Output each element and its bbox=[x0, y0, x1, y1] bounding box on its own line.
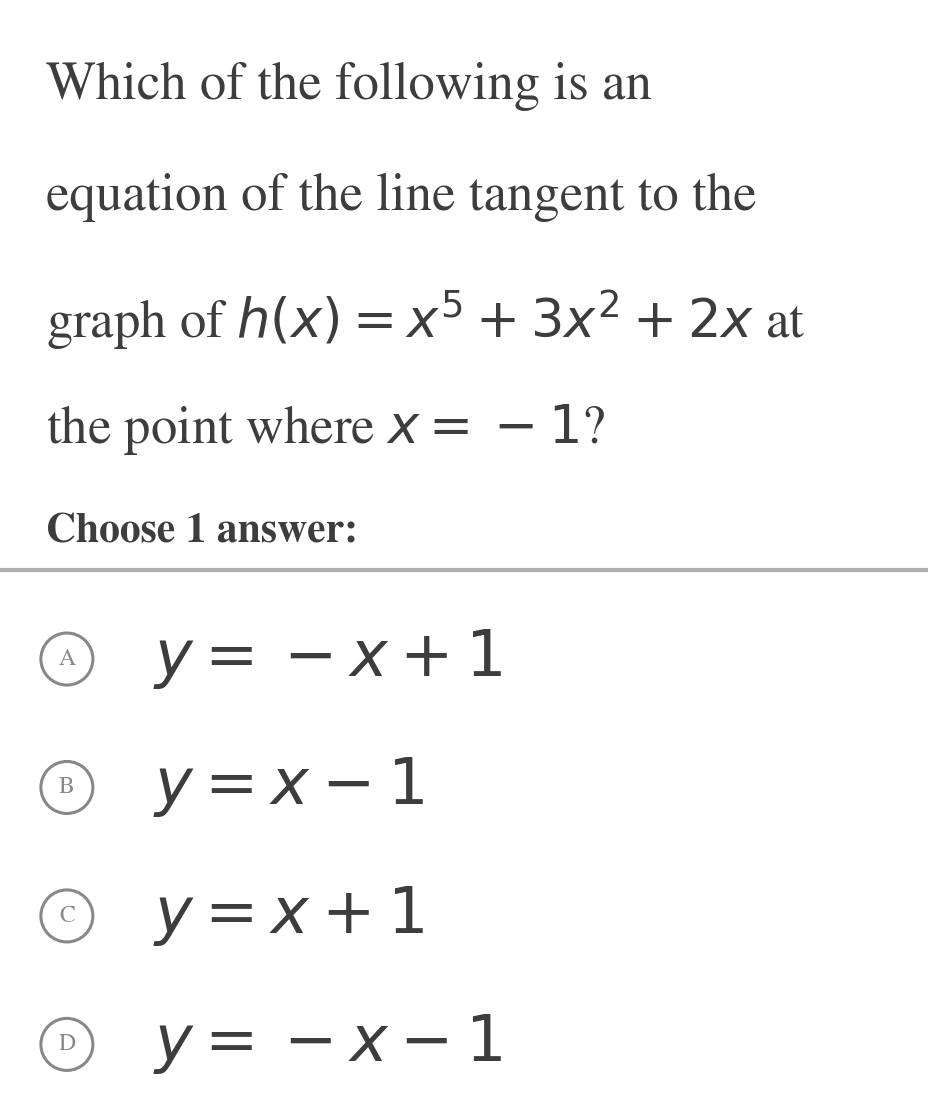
Text: B: B bbox=[59, 776, 74, 799]
Text: graph of $h(x)=x^5+3x^2+2x$ at: graph of $h(x)=x^5+3x^2+2x$ at bbox=[46, 288, 805, 353]
Text: D: D bbox=[58, 1033, 75, 1056]
Text: Which of the following is an: Which of the following is an bbox=[46, 61, 651, 111]
Text: C: C bbox=[59, 905, 74, 927]
Text: $y=-x+1$: $y=-x+1$ bbox=[153, 627, 502, 691]
Text: Choose 1 answer:: Choose 1 answer: bbox=[46, 514, 358, 552]
Text: $y=x+1$: $y=x+1$ bbox=[153, 884, 423, 948]
Text: $y=-x-1$: $y=-x-1$ bbox=[153, 1012, 502, 1077]
Text: A: A bbox=[58, 648, 75, 670]
Text: $y=x-1$: $y=x-1$ bbox=[153, 755, 423, 820]
Text: the point where $x=-1$?: the point where $x=-1$? bbox=[46, 402, 605, 457]
Text: equation of the line tangent to the: equation of the line tangent to the bbox=[46, 173, 756, 222]
